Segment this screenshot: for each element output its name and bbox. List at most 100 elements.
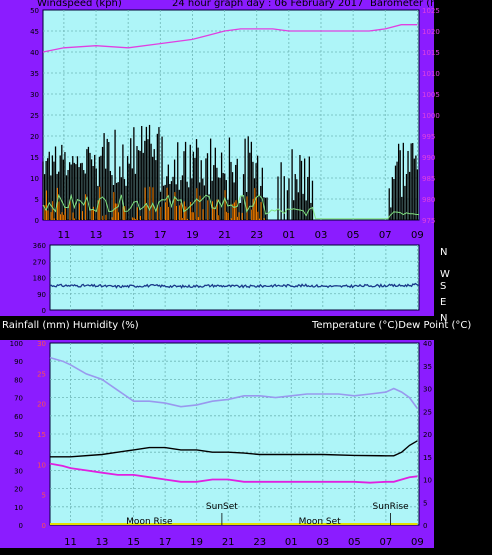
event-annotation: Moon Set	[299, 517, 342, 527]
temperature-tick-label: 10	[423, 477, 432, 485]
x-tick-label: 21	[222, 537, 235, 548]
compass-label: S	[440, 281, 446, 292]
rainfall-tick-label: 25	[37, 370, 46, 378]
barometer-tick-label: 975	[422, 217, 435, 225]
x-tick-label: 23	[253, 537, 266, 548]
direction-tick-label: 0	[42, 307, 46, 315]
barometer-line	[42, 24, 418, 53]
windspeed-tick-label: 0	[35, 217, 39, 225]
x-tick-label: 07	[379, 230, 392, 241]
x-tick-label: 17	[159, 537, 172, 548]
barometer-tick-label: 980	[422, 196, 435, 204]
rainfall-tick-label: 30	[37, 340, 46, 348]
windspeed-tick-label: 20	[30, 133, 39, 141]
temperature-tick-label: 20	[423, 431, 432, 439]
x-tick-label: 13	[96, 537, 109, 548]
rainfall-tick-label: 0	[42, 522, 46, 530]
humidity-tick-label: 90	[14, 358, 23, 366]
wind-direction-line	[49, 282, 420, 290]
x-tick-label: 19	[186, 230, 199, 241]
x-tick-label: 05	[348, 537, 361, 548]
chart-title: 24 hour graph day : 06 February 2017	[172, 0, 364, 9]
right-gutter	[434, 0, 492, 555]
temperature-tick-label: 15	[423, 454, 432, 462]
x-tick-label: 09	[411, 230, 424, 241]
compass-label: N	[440, 247, 447, 258]
direction-tick-label: 360	[33, 242, 46, 250]
barometer-tick-label: 985	[422, 175, 435, 183]
windspeed-tick-label: 10	[30, 175, 39, 183]
barometer-tick-label: 1010	[422, 70, 440, 78]
x-tick-label: 07	[380, 537, 393, 548]
temperature-line	[50, 440, 418, 458]
x-tick-label: 11	[58, 230, 71, 241]
bottom-margin	[0, 548, 492, 555]
humidity-tick-label: 80	[14, 376, 23, 384]
humidity-tick-label: 30	[14, 467, 23, 475]
temperature-tick-label: 35	[423, 363, 432, 371]
humidity-tick-label: 40	[14, 449, 23, 457]
x-tick-label: 21	[218, 230, 231, 241]
event-annotation: SunRise	[373, 502, 410, 512]
wind-average-line	[42, 193, 420, 220]
rainfall-tick-label: 20	[37, 401, 46, 409]
humidity-tick-label: 0	[19, 522, 23, 530]
compass-label: E	[440, 297, 446, 308]
windspeed-tick-label: 45	[30, 28, 39, 36]
windspeed-tick-label: 40	[30, 49, 39, 57]
x-tick-label: 15	[127, 537, 140, 548]
compass-label: N	[440, 313, 447, 324]
windspeed-tick-label: 35	[30, 70, 39, 78]
humidity-tick-label: 70	[14, 395, 23, 403]
barometer-axis-title: Barometer (hpa)	[370, 0, 453, 9]
temperature-tick-label: 5	[423, 499, 427, 507]
x-tick-label: 03	[315, 230, 328, 241]
x-tick-label: 01	[285, 537, 298, 548]
x-tick-label: 17	[154, 230, 167, 241]
rainfall-tick-label: 5	[42, 492, 46, 500]
event-annotation: SunSet	[206, 502, 238, 512]
windspeed-tick-label: 30	[30, 91, 39, 99]
temperature-tick-label: 25	[423, 408, 432, 416]
x-tick-label: 11	[64, 537, 77, 548]
windspeed-tick-label: 15	[30, 154, 39, 162]
x-tick-label: 15	[122, 230, 135, 241]
humidity-line	[49, 356, 419, 409]
event-annotation: Moon Rise	[126, 517, 173, 527]
rain-humidity-axis-title: Rainfall (mm) Humidity (%)	[2, 320, 139, 331]
x-tick-label: 01	[282, 230, 295, 241]
direction-tick-label: 180	[33, 275, 46, 283]
humidity-tick-label: 20	[14, 486, 23, 494]
direction-tick-label: 270	[33, 258, 46, 266]
x-tick-label: 13	[90, 230, 103, 241]
barometer-tick-label: 1000	[422, 112, 440, 120]
compass-label: W	[440, 269, 450, 280]
x-tick-label: 03	[316, 537, 329, 548]
windspeed-axis-title: Windspeed (kph)	[37, 0, 122, 9]
humidity-tick-label: 10	[14, 504, 23, 512]
humidity-tick-label: 60	[14, 413, 23, 421]
temperature-tick-label: 30	[423, 386, 432, 394]
barometer-tick-label: 1025	[422, 7, 440, 15]
rainfall-tick-label: 15	[37, 431, 46, 439]
barometer-tick-label: 1015	[422, 49, 440, 57]
x-tick-label: 05	[347, 230, 360, 241]
barometer-tick-label: 1020	[422, 28, 440, 36]
windspeed-tick-label: 50	[30, 7, 39, 15]
temp-dewpoint-axis-title: Temperature (°C)Dew Point (°C)	[312, 320, 472, 331]
black-separator	[0, 316, 492, 340]
humidity-tick-label: 100	[10, 340, 23, 348]
x-tick-label: 19	[190, 537, 203, 548]
x-tick-label: 23	[250, 230, 263, 241]
x-tick-label: 09	[411, 537, 424, 548]
barometer-tick-label: 990	[422, 154, 435, 162]
windspeed-tick-label: 5	[35, 196, 39, 204]
temperature-tick-label: 40	[423, 340, 432, 348]
dew-point-line	[49, 462, 418, 484]
humidity-tick-label: 50	[14, 431, 23, 439]
barometer-tick-label: 1005	[422, 91, 440, 99]
barometer-tick-label: 995	[422, 133, 435, 141]
temperature-tick-label: 0	[423, 522, 427, 530]
windspeed-tick-label: 25	[30, 112, 39, 120]
